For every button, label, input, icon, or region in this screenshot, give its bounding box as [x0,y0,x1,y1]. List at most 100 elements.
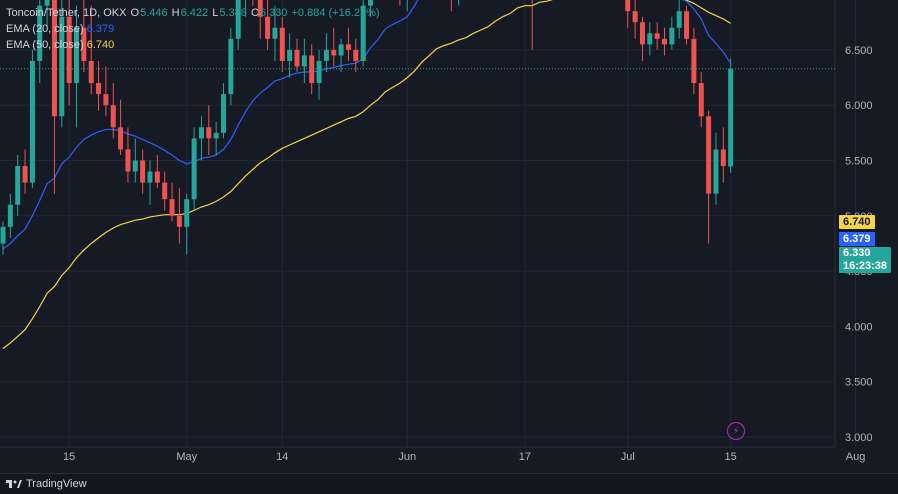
last-price-tag: 6.330 16:23:38 [839,247,891,273]
candle [184,194,189,255]
candle [118,100,123,155]
candle [317,50,322,100]
candle [15,155,20,216]
candle-body [8,205,13,227]
candle [140,149,145,193]
candle [669,17,674,50]
candle-body [1,227,6,244]
candle [691,28,696,94]
candle-body [669,28,674,45]
candle [162,172,167,211]
candle-body [140,161,145,183]
candle-body [192,138,197,199]
candle-body [728,69,733,167]
candle [206,105,211,155]
price-tick-label: 6.000 [845,100,873,112]
candle [655,22,660,50]
open-label: O [131,7,140,19]
tradingview-brand[interactable]: TradingView [6,478,87,490]
candle-body [655,33,660,39]
ema20-price-tag: 6.379 [839,232,875,246]
candle [728,59,733,173]
candle-body [103,94,108,105]
ohlc-row: Toncoin/Tether, 1D, OKX O5.446 H6.422 L5… [6,5,381,21]
candle-body [170,199,175,216]
low-value: 5.388 [219,7,247,19]
candle [1,221,6,254]
candle-body [177,216,182,227]
candle-body [625,0,630,11]
price-tick-label: 7.000 [845,0,873,2]
candle [706,111,711,244]
time-axis[interactable]: 15May14Jun17Jul15Aug19 [63,451,898,463]
candle-body [684,11,689,39]
ema50-value: 6.740 [87,39,115,51]
candle [640,17,645,61]
candle-body [706,116,711,193]
ema20-label: EMA (20, close) [6,23,84,35]
candle [449,0,454,11]
candle [699,72,704,127]
candle [8,194,13,238]
price-tick-label: 6.500 [845,45,873,57]
price-tick-label: 4.000 [845,321,873,333]
ema50-label: EMA (50, close) [6,39,84,51]
candle-body [184,199,189,227]
candle-body [111,105,116,127]
price-tick-label: 5.500 [845,156,873,168]
candle [192,127,197,210]
candle-body [125,149,130,171]
change-value: +0.884 (+16.23%) [291,7,379,19]
candle [647,22,652,55]
candle [677,0,682,39]
candle [23,149,28,193]
footer-bar: TradingView [0,473,898,494]
lightning-icon[interactable]: ⚡ [727,422,745,440]
candle [633,0,638,39]
candle-body [155,172,160,183]
candle-body [713,149,718,193]
candle-body [206,127,211,138]
candle [221,83,226,138]
ema20-row[interactable]: EMA (20, close) 6.379 [6,21,381,37]
candle [721,127,726,182]
candle-body [214,133,219,139]
time-tick-label: 17 [519,451,531,463]
time-tick-label: Jul [621,451,635,463]
ema20-value: 6.379 [87,23,115,35]
candle-body [309,55,314,83]
candle [405,0,410,11]
price-chart[interactable]: 3.0003.5004.0004.5005.0005.5006.0006.500… [0,0,898,473]
candle-body [162,183,167,200]
price-tick-label: 3.500 [845,377,873,389]
time-tick-label: 14 [276,451,288,463]
open-value: 5.446 [140,7,168,19]
candle [155,155,160,188]
close-value: 6.330 [260,7,288,19]
ema50-row[interactable]: EMA (50, close) 6.740 [6,37,381,53]
candle [30,50,35,188]
candle-body [133,161,138,172]
candle [397,0,402,6]
symbol-label[interactable]: Toncoin/Tether, 1D, OKX [6,7,126,19]
candle [103,66,108,116]
time-tick-label: Jun [398,451,416,463]
candle [148,161,153,205]
candle [684,6,689,45]
candle [199,116,204,160]
candle-body [699,83,704,116]
candle-body [199,127,204,138]
candle-body [317,61,322,83]
candle-body [691,39,696,83]
candle [456,0,461,6]
candle [133,138,138,182]
bar-countdown: 16:23:38 [843,260,887,273]
candle [713,133,718,205]
time-tick-label: 15 [63,451,75,463]
candle-body [302,55,307,66]
candle-body [15,166,20,205]
high-label: H [172,7,180,19]
candle [662,28,667,56]
time-tick-label: May [176,451,197,463]
candle-body [30,61,35,183]
